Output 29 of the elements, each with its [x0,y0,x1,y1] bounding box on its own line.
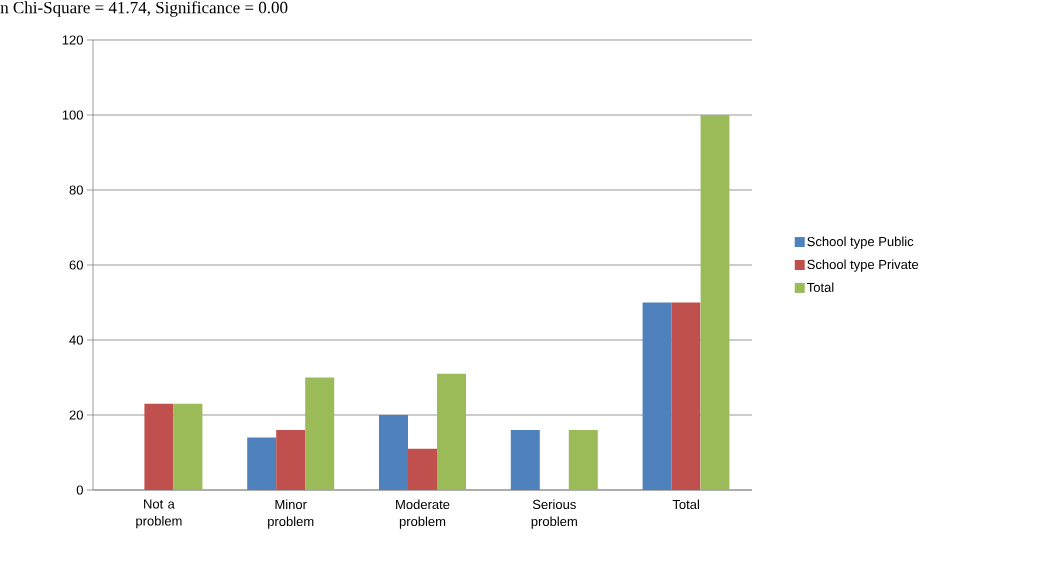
y-tick-label: 60 [69,260,83,270]
bar [671,302,701,490]
x-tick-label: Serious problem [531,499,577,529]
x-tick-label: Not a problem [136,499,182,529]
bar [700,114,730,490]
bar [379,414,408,490]
bar [408,448,437,490]
bar [305,377,335,490]
x-tick-label: Moderate problem [396,499,450,529]
y-tick-label: 40 [69,335,83,345]
chart-title: n Chi-Square = 41.74, Significance = 0.00 [0,1,288,17]
bar [568,429,598,490]
bar [437,373,466,490]
x-tick-label: Minor problem [268,499,314,529]
legend-label: School type Private [807,259,919,272]
x-tick-label: Total [672,499,699,510]
y-tick-label: 100 [62,110,83,120]
y-tick-label: 0 [76,485,83,495]
y-tick-label: 20 [69,410,83,420]
bar [276,429,306,490]
bar [247,437,277,490]
bar [642,302,672,490]
y-tick-label: 80 [69,185,83,195]
legend-label: Total [807,282,834,292]
bar [173,403,203,490]
bar [144,403,174,490]
y-tick-label: 120 [62,35,83,45]
bar [510,429,540,490]
legend-label: School type Public [807,236,914,249]
